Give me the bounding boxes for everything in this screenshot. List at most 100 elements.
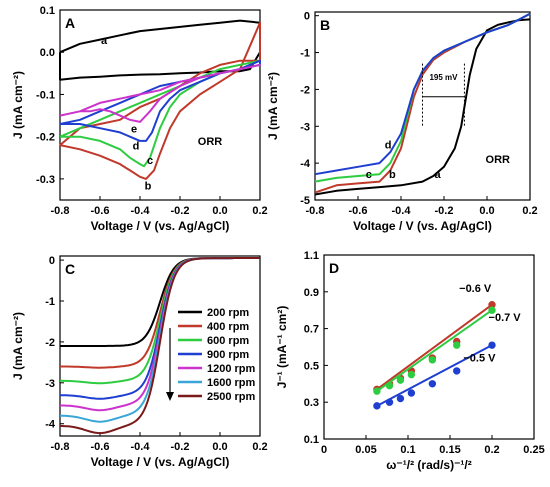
x-tick-label: 0.2 <box>522 205 537 217</box>
y-tick-label: 0.5 <box>304 360 319 372</box>
y-tick-label: -0.3 <box>36 174 55 186</box>
data-point <box>488 341 496 349</box>
x-tick-label: 0.2 <box>252 205 267 217</box>
series-2500-rpm <box>59 257 260 435</box>
x-tick-label: -0.2 <box>435 205 454 217</box>
curve-label: e <box>131 123 137 135</box>
data-point <box>428 380 437 388</box>
legend-label: 400 rpm <box>207 321 249 333</box>
x-tick-label: -0.8 <box>51 441 70 453</box>
series-label: −0.7 V <box>489 312 522 324</box>
data-point <box>373 402 381 410</box>
series-label: −0.5 V <box>463 353 496 365</box>
legend-label: 1600 rpm <box>207 377 256 389</box>
curve-label: a <box>434 169 441 181</box>
panel-letter: C <box>65 261 75 277</box>
x-tick-label: 0.0 <box>479 205 494 217</box>
curve-label: b <box>145 180 152 192</box>
y-tick-label: 0.7 <box>304 324 319 336</box>
series-e <box>59 63 261 123</box>
series-a <box>314 18 531 196</box>
x-axis-label: Voltage / V (vs. Ag/AgCl) <box>353 219 492 233</box>
y-axis-label: J (mA cm⁻²) <box>11 312 25 380</box>
x-axis-label: Voltage / V (vs. Ag/AgCl) <box>91 455 230 469</box>
x-tick-label: 0.1 <box>400 444 415 456</box>
annotation-orr: ORR <box>198 136 223 148</box>
data-point <box>396 394 405 403</box>
fit-line <box>376 303 493 391</box>
data-point <box>385 381 394 390</box>
data-point <box>396 376 405 384</box>
x-tick-label: -0.6 <box>91 205 110 217</box>
y-tick-label: -1 <box>300 48 310 60</box>
panel-C: -0.8 -0.6 -0.4 -0.2 0.0 0.2 0 -1 -2 -3 -4 Voltage /… <box>11 255 268 469</box>
legend-label: 600 rpm <box>207 335 249 347</box>
plot-frame <box>323 254 535 440</box>
y-axis-label: J (mA cm⁻²) <box>11 71 25 139</box>
data-point <box>488 306 496 314</box>
x-tick-label: 0.15 <box>439 444 460 456</box>
data-point <box>407 370 416 379</box>
legend-label: 1200 rpm <box>207 363 256 375</box>
y-tick-label: 1.1 <box>304 250 319 262</box>
y-tick-label: 0.9 <box>304 287 319 299</box>
y-tick-label: 0.1 <box>304 434 319 446</box>
panel-letter: A <box>65 15 75 31</box>
y-tick-label: -5 <box>300 195 310 207</box>
x-tick-label: -0.4 <box>131 441 151 453</box>
x-tick-label: 0.2 <box>252 441 267 453</box>
panel-letter: B <box>320 17 330 33</box>
curve-label: a <box>101 35 108 47</box>
x-tick-label: -0.8 <box>51 205 70 217</box>
y-axis-label: J (mA cm⁻²) <box>266 72 280 140</box>
data-point <box>373 387 381 395</box>
panel-B: -0.8 -0.6 -0.4 -0.2 0.0 0.2 0 -1 -2 -3 -4 -5 Voltage… <box>266 11 538 233</box>
x-tick-label: 0.2 <box>484 444 499 456</box>
curve-label: d <box>385 139 392 151</box>
panel-letter: D <box>329 260 339 276</box>
y-tick-label: -0.2 <box>36 132 55 144</box>
fit-line <box>376 344 493 407</box>
x-tick-label: -0.4 <box>392 205 412 217</box>
x-tick-label: -0.2 <box>171 441 190 453</box>
y-tick-label: 0.3 <box>304 397 319 409</box>
curve-label: c <box>147 155 153 167</box>
x-tick-label: 0.05 <box>355 444 376 456</box>
y-tick-label: -3 <box>300 121 310 133</box>
data-point <box>385 398 394 406</box>
annotation-195mv: 195 mV <box>429 73 458 82</box>
x-tick-label: 0.0 <box>212 205 227 217</box>
x-tick-label: -0.6 <box>91 441 110 453</box>
y-tick-label: -4 <box>300 158 311 170</box>
y-tick-label: -4 <box>45 419 56 431</box>
data-point <box>428 356 437 364</box>
x-axis-label: Voltage / V (vs. Ag/AgCl) <box>91 219 230 233</box>
curve-label: c <box>366 169 372 181</box>
fit-line <box>376 309 493 392</box>
y-axis-label: J⁻¹ (mA⁻¹ cm²) <box>275 306 289 389</box>
y-tick-label: -3 <box>45 378 55 390</box>
plot-frame <box>314 11 531 201</box>
data-point <box>453 367 461 375</box>
y-tick-label: 0 <box>49 255 55 267</box>
annotation-orr: ORR <box>486 154 511 166</box>
x-tick-label: -0.6 <box>349 205 368 217</box>
x-tick-label: 0 <box>321 444 327 456</box>
y-tick-label: -0.1 <box>36 89 55 101</box>
y-tick-label: 0 <box>304 11 310 23</box>
legend-label: 900 rpm <box>207 349 249 361</box>
x-tick-label: -0.8 <box>306 205 325 217</box>
y-tick-label: -2 <box>300 84 310 96</box>
plot-frame <box>59 9 261 201</box>
y-tick-label: -2 <box>45 337 55 349</box>
x-tick-label: -0.4 <box>131 205 151 217</box>
x-tick-label: 0.25 <box>523 444 544 456</box>
x-tick-label: 0.0 <box>212 441 227 453</box>
y-tick-label: 0.0 <box>40 47 55 59</box>
series-b <box>59 21 261 180</box>
panel-D: 0 0.05 0.1 0.15 0.2 0.25 0.1 0.3 0.5 0.7 0.9 1.1 ω⁻¹… <box>275 250 545 472</box>
arrow-head <box>166 392 174 401</box>
legend-label: 200 rpm <box>207 307 249 319</box>
curve-label: d <box>133 140 140 152</box>
